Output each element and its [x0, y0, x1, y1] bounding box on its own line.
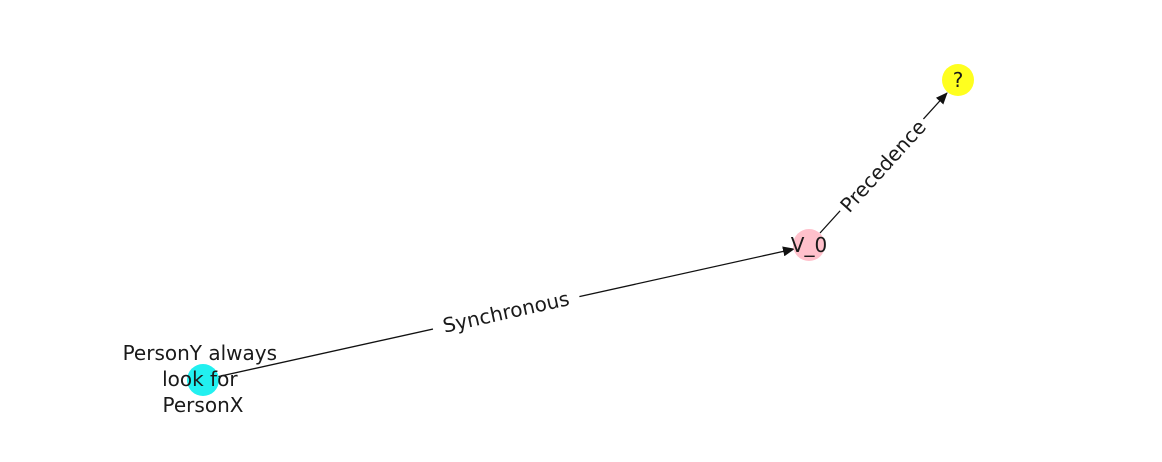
node-circle-v0 — [793, 229, 825, 261]
node-label-personx-line-3: PersonX — [163, 393, 244, 417]
node-circle-personx — [187, 364, 219, 396]
edge-label-synchronous: Synchronous — [440, 286, 571, 337]
node-label-personx-line-1: PersonY always — [123, 341, 277, 365]
node-circle-unknown — [942, 64, 974, 96]
node-label-personx-line-2: look for — [162, 367, 238, 391]
edge-precedence: Precedence — [819, 92, 948, 234]
node-label-unknown: ? — [953, 68, 964, 92]
node-unknown: ? — [942, 64, 974, 96]
node-v0: V_0 — [791, 229, 827, 261]
edge-label-precedence: Precedence — [835, 115, 931, 217]
node-personx: PersonY always look for PersonX — [123, 341, 284, 417]
edge-synchronous: Synchronous — [202, 246, 795, 381]
node-label-v0: V_0 — [791, 233, 827, 257]
node-label-personx: PersonY always look for PersonX — [123, 341, 284, 417]
